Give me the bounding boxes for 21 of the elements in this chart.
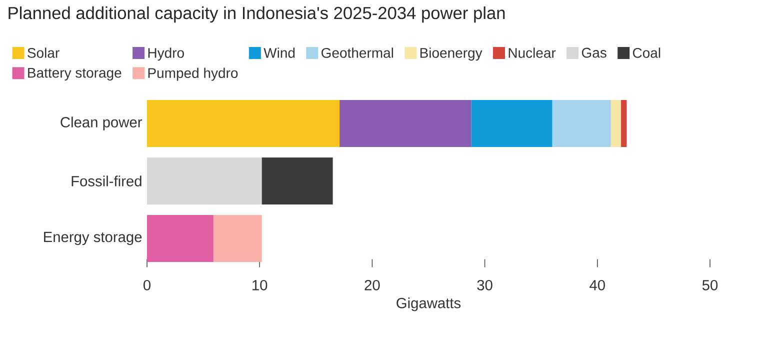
y-tick-label: Clean power: [60, 116, 142, 130]
legend-label: Wind: [264, 48, 295, 58]
legend-label: Gas: [582, 48, 606, 58]
x-tick-label: 40: [590, 280, 605, 290]
y-tick-label: Energy storage: [44, 232, 142, 246]
y-tick-label: Fossil-fired: [72, 176, 142, 186]
x-tick-label: 10: [252, 280, 268, 290]
legend-label: Bioenergy: [420, 48, 482, 61]
legend-label: Geothermal: [322, 48, 394, 58]
x-tick-label: 0: [143, 280, 150, 290]
legend-label: Pumped hydro: [148, 68, 238, 81]
legend-label: Hydro: [148, 48, 184, 61]
x-axis-title: Gigawatts: [396, 297, 461, 312]
chart-title: Planned additional capacity in Indonesia's 2025-2034 power plan: [8, 6, 505, 23]
legend-label: Solar: [28, 48, 60, 58]
legend-label: Battery storage: [28, 68, 122, 81]
legend-label: Nuclear: [508, 48, 556, 58]
legend-label: Coal: [632, 48, 660, 58]
x-tick-label: 30: [477, 280, 492, 290]
x-tick-label: 50: [702, 280, 718, 290]
x-tick-label: 20: [364, 280, 380, 290]
